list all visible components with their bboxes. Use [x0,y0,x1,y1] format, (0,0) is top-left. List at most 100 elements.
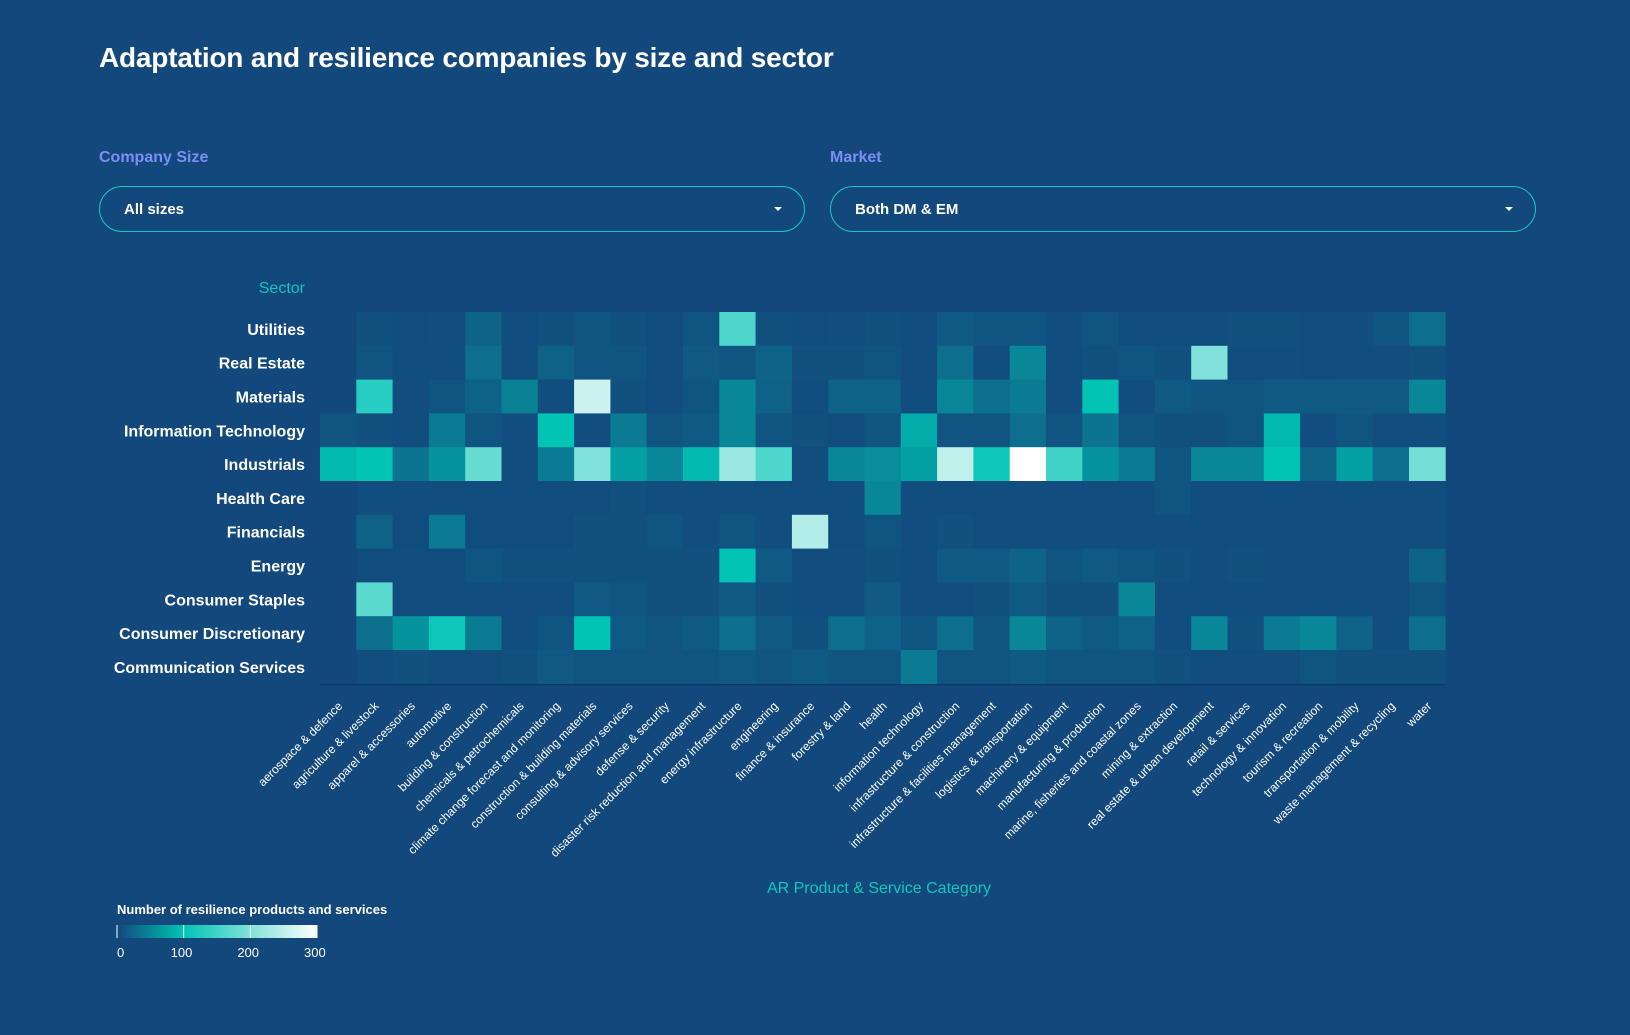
heatmap-cell-health-care-energy-infrastructure[interactable] [719,481,756,516]
heatmap-cell-communication-services-automotive[interactable] [428,650,466,685]
heatmap-cell-consumer-staples-climate-change-forecast-and-monitoring[interactable] [537,582,575,617]
heatmap-cell-utilities-transportation-mobility[interactable] [1336,312,1374,347]
heatmap-cell-consumer-staples-technology-innovation[interactable] [1263,582,1301,617]
heatmap-cell-consumer-discretionary-apparel-accessories[interactable] [392,616,430,651]
heatmap-cell-information-technology-retail-services[interactable] [1227,413,1265,448]
heatmap-cell-financials-transportation-mobility[interactable] [1336,514,1374,549]
heatmap-cell-real-estate-energy-infrastructure[interactable] [719,345,756,380]
heatmap-cell-energy-retail-services[interactable] [1227,548,1265,583]
heatmap-cell-real-estate-consulting-advisory-services[interactable] [610,345,648,380]
heatmap-cell-communication-services-defense-security[interactable] [646,650,684,685]
heatmap-cell-utilities-construction-building-materials[interactable] [574,312,611,347]
heatmap-cell-consumer-discretionary-disaster-risk-reduction-and-management[interactable] [683,616,720,651]
heatmap-cell-utilities-chemicals-petrochemicals[interactable] [501,312,539,347]
heatmap-cell-information-technology-climate-change-forecast-and-monitoring[interactable] [537,413,575,448]
heatmap-cell-information-technology-energy-infrastructure[interactable] [719,413,756,448]
heatmap-cell-industrials-infrastructure-facilities-management[interactable] [973,447,1011,482]
heatmap-cell-real-estate-apparel-accessories[interactable] [392,345,430,380]
heatmap-cell-communication-services-retail-services[interactable] [1227,650,1265,685]
heatmap-cell-energy-technology-innovation[interactable] [1263,548,1301,583]
heatmap-cell-consumer-staples-chemicals-petrochemicals[interactable] [501,582,539,617]
heatmap-cell-communication-services-technology-innovation[interactable] [1263,650,1301,685]
heatmap-cell-consumer-staples-logistics-transportation[interactable] [1009,582,1047,617]
heatmap-cell-materials-disaster-risk-reduction-and-management[interactable] [683,379,720,414]
heatmap-cell-health-care-apparel-accessories[interactable] [392,481,430,516]
heatmap-cell-industrials-agriculture-livestock[interactable] [356,447,393,482]
heatmap-cell-energy-tourism-recreation[interactable] [1300,548,1337,583]
heatmap-cell-consumer-discretionary-climate-change-forecast-and-monitoring[interactable] [537,616,575,651]
heatmap-cell-real-estate-construction-building-materials[interactable] [574,345,611,380]
heatmap-cell-materials-real-estate-urban-development[interactable] [1191,379,1228,414]
heatmap-cell-utilities-mining-extraction[interactable] [1154,312,1192,347]
heatmap-cell-energy-transportation-mobility[interactable] [1336,548,1374,583]
heatmap-cell-real-estate-defense-security[interactable] [646,345,684,380]
heatmap-cell-consumer-discretionary-health[interactable] [864,616,902,651]
heatmap-cell-financials-health[interactable] [864,514,902,549]
heatmap-cell-materials-logistics-transportation[interactable] [1009,379,1047,414]
heatmap-cell-financials-finance-insurance[interactable] [791,514,829,549]
heatmap-cell-real-estate-real-estate-urban-development[interactable] [1191,345,1228,380]
heatmap-cell-communication-services-infrastructure-facilities-management[interactable] [973,650,1011,685]
heatmap-cell-real-estate-mining-extraction[interactable] [1154,345,1192,380]
heatmap-cell-information-technology-mining-extraction[interactable] [1154,413,1192,448]
heatmap-cell-real-estate-logistics-transportation[interactable] [1009,345,1047,380]
heatmap-cell-information-technology-waste-management-recycling[interactable] [1372,413,1410,448]
heatmap-cell-utilities-consulting-advisory-services[interactable] [610,312,648,347]
heatmap-cell-financials-water[interactable] [1409,514,1446,549]
heatmap-cell-consumer-staples-transportation-mobility[interactable] [1336,582,1374,617]
heatmap-cell-utilities-forestry-land[interactable] [828,312,865,347]
heatmap-cell-utilities-logistics-transportation[interactable] [1009,312,1047,347]
heatmap-cell-energy-logistics-transportation[interactable] [1009,548,1047,583]
heatmap-cell-materials-apparel-accessories[interactable] [392,379,430,414]
heatmap-cell-energy-climate-change-forecast-and-monitoring[interactable] [537,548,575,583]
heatmap-cell-energy-building-construction[interactable] [465,548,502,583]
heatmap-cell-energy-manufacturing-production[interactable] [1082,548,1119,583]
heatmap-cell-health-care-marine-fisheries-and-coastal-zones[interactable] [1118,481,1156,516]
heatmap-cell-health-care-aerospace-defence[interactable] [320,481,357,516]
heatmap-cell-information-technology-forestry-land[interactable] [828,413,865,448]
heatmap-cell-financials-construction-building-materials[interactable] [574,514,611,549]
heatmap-cell-industrials-forestry-land[interactable] [828,447,865,482]
heatmap-cell-communication-services-real-estate-urban-development[interactable] [1191,650,1228,685]
heatmap-cell-energy-disaster-risk-reduction-and-management[interactable] [683,548,720,583]
heatmap-cell-industrials-apparel-accessories[interactable] [392,447,430,482]
heatmap-cell-industrials-aerospace-defence[interactable] [320,447,357,482]
heatmap-cell-information-technology-finance-insurance[interactable] [791,413,829,448]
heatmap-cell-utilities-infrastructure-facilities-management[interactable] [973,312,1011,347]
heatmap-cell-financials-infrastructure-construction[interactable] [937,514,974,549]
heatmap-cell-health-care-transportation-mobility[interactable] [1336,481,1374,516]
heatmap-cell-financials-automotive[interactable] [428,514,466,549]
heatmap-cell-communication-services-construction-building-materials[interactable] [574,650,611,685]
heatmap-cell-real-estate-health[interactable] [864,345,902,380]
heatmap-cell-consumer-staples-health[interactable] [864,582,902,617]
heatmap-cell-energy-machinery-equipment[interactable] [1046,548,1083,583]
heatmap-cell-communication-services-chemicals-petrochemicals[interactable] [501,650,539,685]
heatmap-cell-utilities-information-technology[interactable] [900,312,938,347]
heatmap-cell-financials-forestry-land[interactable] [828,514,865,549]
heatmap-cell-consumer-discretionary-defense-security[interactable] [646,616,684,651]
heatmap-cell-industrials-transportation-mobility[interactable] [1336,447,1374,482]
heatmap-cell-energy-marine-fisheries-and-coastal-zones[interactable] [1118,548,1156,583]
heatmap-cell-health-care-disaster-risk-reduction-and-management[interactable] [683,481,720,516]
market-dropdown[interactable]: Both DM & EM [830,186,1536,232]
heatmap-cell-consumer-staples-infrastructure-construction[interactable] [937,582,974,617]
heatmap-cell-materials-mining-extraction[interactable] [1154,379,1192,414]
heatmap-cell-financials-energy-infrastructure[interactable] [719,514,756,549]
heatmap-cell-information-technology-tourism-recreation[interactable] [1300,413,1337,448]
heatmap-cell-real-estate-technology-innovation[interactable] [1263,345,1301,380]
heatmap-cell-consumer-discretionary-forestry-land[interactable] [828,616,865,651]
heatmap-cell-consumer-staples-machinery-equipment[interactable] [1046,582,1083,617]
heatmap-cell-information-technology-defense-security[interactable] [646,413,684,448]
heatmap-cell-information-technology-engineering[interactable] [755,413,793,448]
heatmap-cell-real-estate-climate-change-forecast-and-monitoring[interactable] [537,345,575,380]
heatmap-cell-communication-services-climate-change-forecast-and-monitoring[interactable] [537,650,575,685]
heatmap-cell-materials-information-technology[interactable] [900,379,938,414]
heatmap-cell-utilities-engineering[interactable] [755,312,793,347]
heatmap-cell-energy-apparel-accessories[interactable] [392,548,430,583]
heatmap-cell-consumer-staples-consulting-advisory-services[interactable] [610,582,648,617]
heatmap-cell-materials-construction-building-materials[interactable] [574,379,611,414]
heatmap-cell-energy-infrastructure-construction[interactable] [937,548,974,583]
heatmap-cell-consumer-staples-manufacturing-production[interactable] [1082,582,1119,617]
heatmap-cell-consumer-discretionary-waste-management-recycling[interactable] [1372,616,1410,651]
heatmap-cell-financials-tourism-recreation[interactable] [1300,514,1337,549]
